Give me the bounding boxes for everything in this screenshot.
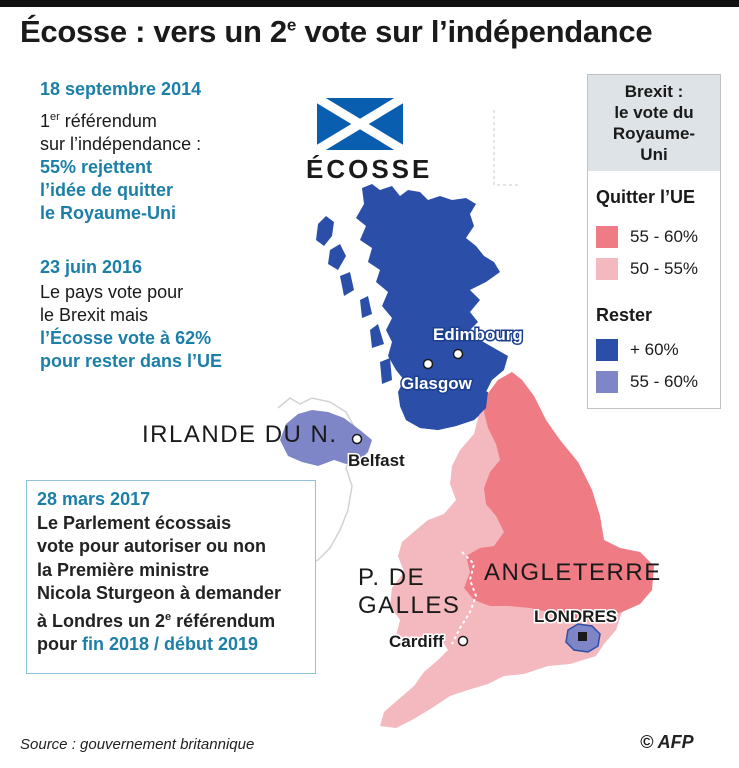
block-2016-hl2: pour rester dans l’UE <box>40 351 223 371</box>
block-2014-hl3: le Royaume-Uni <box>40 203 177 223</box>
label-northern-ireland: IRLANDE DU N. <box>142 421 338 448</box>
date-2017: 28 mars 2017 <box>37 489 151 509</box>
legend-remain-high: + 60% <box>596 338 679 362</box>
legend-swatch <box>596 339 618 361</box>
scotland-region <box>356 184 508 430</box>
page-title: Écosse : vers un 2e vote sur l’indépenda… <box>20 14 653 49</box>
block-2014: 18 septembre 2014 1er référendum sur l’i… <box>40 78 201 225</box>
england-high-region <box>464 372 654 622</box>
block-2014-line1: 1er référendum <box>40 111 157 131</box>
edinburgh-dot <box>452 348 464 360</box>
scotland-flag-icon <box>314 94 406 154</box>
block-2017-l6: pour fin 2018 / début 2019 <box>37 634 259 654</box>
block-2017-l4: Nicola Sturgeon à demander <box>37 583 282 603</box>
block-2014-hl2: l’idée de quitter <box>40 180 174 200</box>
label-london: LONDRES <box>534 607 617 626</box>
date-2016: 23 juin 2016 <box>40 257 143 277</box>
block-2016-line1: Le pays vote pour <box>40 282 184 302</box>
block-2014-hl1: 55% rejettent <box>40 157 153 177</box>
wales-border <box>451 551 478 645</box>
legend-swatch <box>596 371 618 393</box>
scotland-islands <box>316 216 392 384</box>
source-note: Source : gouvernement britannique <box>20 736 255 753</box>
shetland-outline <box>493 110 520 186</box>
belfast-dot <box>351 433 363 445</box>
legend-swatch <box>596 226 618 248</box>
block-2016: 23 juin 2016 Le pays vote pour le Brexit… <box>40 256 222 373</box>
afp-credit: © AFP <box>640 732 694 752</box>
legend-leave-low: 50 - 55% <box>596 257 698 281</box>
cardiff-dot <box>457 635 469 647</box>
legend-title: Brexit : le vote du Royaume- Uni <box>588 75 720 171</box>
glasgow-dot <box>422 358 434 370</box>
london-dot <box>578 632 587 641</box>
northern-ireland-region <box>280 410 372 466</box>
block-2017-l2: vote pour autoriser ou non <box>37 536 267 556</box>
block-2017-l3: la Première ministre <box>37 559 210 580</box>
label-glasgow: Glasgow <box>401 374 473 393</box>
label-edinburgh: Edimbourg <box>433 325 523 344</box>
date-2014: 18 septembre 2014 <box>40 79 202 99</box>
legend-swatch <box>596 258 618 280</box>
label-scotland: ÉCOSSE <box>306 154 432 184</box>
label-wales-2: GALLES <box>358 592 460 619</box>
label-england: ANGLETERRE <box>484 559 662 586</box>
block-2016-hl1: l’Écosse vote à 62% <box>40 328 212 348</box>
label-belfast: Belfast <box>348 451 405 470</box>
block-2016-line2: le Brexit mais <box>40 305 149 325</box>
label-cardiff: Cardiff <box>389 632 444 651</box>
block-2017: 28 mars 2017 Le Parlement écossais vote … <box>26 480 316 674</box>
legend: Brexit : le vote du Royaume- Uni Quitter… <box>587 74 721 409</box>
top-bar <box>0 0 739 7</box>
legend-leave-high: 55 - 60% <box>596 225 698 249</box>
block-2017-l5: à Londres un 2e référendum <box>37 610 276 631</box>
legend-leave-label: Quitter l’UE <box>596 187 696 207</box>
block-2014-line2: sur l’indépendance : <box>40 134 202 154</box>
label-wales-1: P. DE <box>358 564 425 591</box>
legend-remain-label: Rester <box>596 305 653 325</box>
block-2017-l1: Le Parlement écossais <box>37 512 232 533</box>
scotland-border <box>400 378 488 430</box>
legend-remain-low: 55 - 60% <box>596 370 698 394</box>
